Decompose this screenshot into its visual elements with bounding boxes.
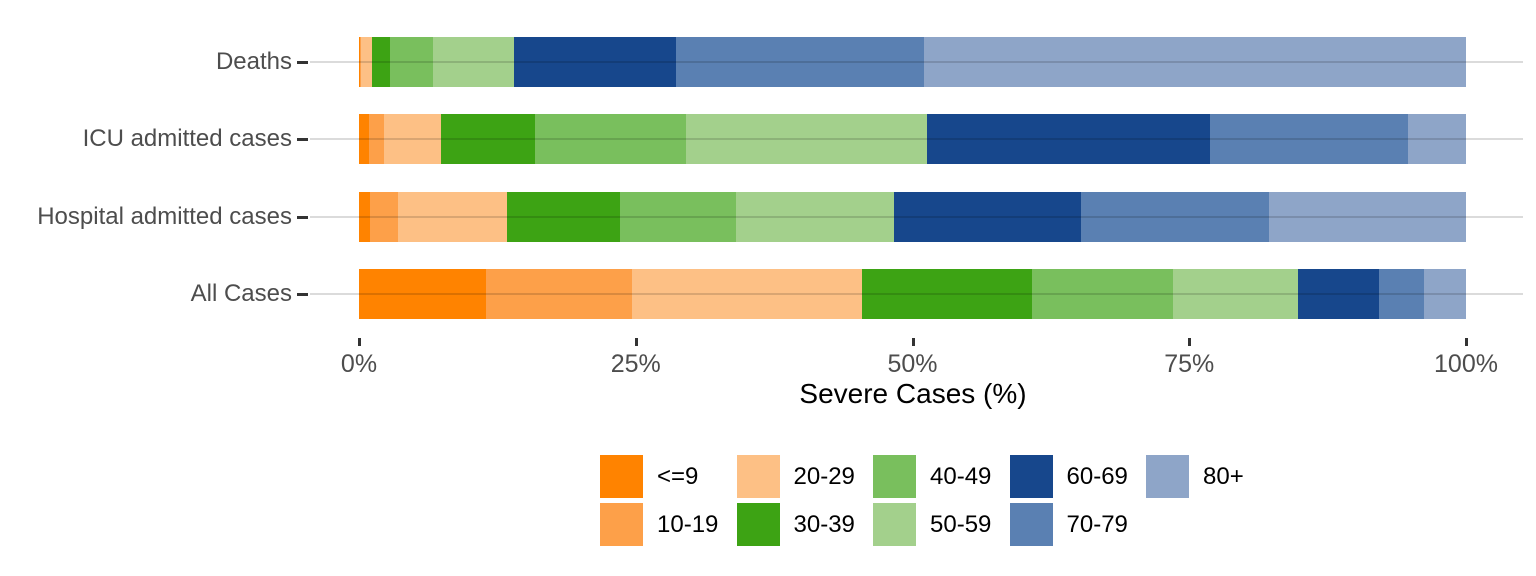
legend-swatch xyxy=(600,502,643,546)
legend-label: 20-29 xyxy=(793,463,855,490)
bar-segment xyxy=(893,192,1081,242)
bar-segment xyxy=(359,192,371,242)
legend-label: <=9 xyxy=(657,463,699,490)
x-axis-tick xyxy=(911,338,915,346)
bar-segment xyxy=(685,114,927,164)
gridline xyxy=(310,216,1523,218)
y-axis-label: ICU admitted cases xyxy=(82,125,292,152)
bar-segment xyxy=(433,37,514,87)
bar-segment xyxy=(507,192,621,242)
bar-segment xyxy=(1423,269,1466,319)
bar-segment xyxy=(440,114,535,164)
bar-segment xyxy=(486,269,633,319)
bar-segment xyxy=(1032,269,1173,319)
x-axis-tick xyxy=(358,338,361,346)
y-axis-tick xyxy=(297,216,308,219)
x-axis-tick-label: 100% xyxy=(1434,350,1498,378)
bar-segment xyxy=(360,37,362,87)
y-axis-tick xyxy=(297,293,308,296)
legend-label: 50-59 xyxy=(930,510,992,538)
bar-segment xyxy=(368,114,385,164)
bar-segment xyxy=(736,192,894,242)
y-axis-label: All Cases xyxy=(190,280,292,307)
legend-swatch xyxy=(600,455,643,498)
legend-label: 60-69 xyxy=(1066,463,1128,490)
gridline xyxy=(310,61,1523,63)
x-axis-title: Severe Cases (%) xyxy=(799,378,1027,409)
y-axis-tick xyxy=(297,61,308,64)
bar-segment xyxy=(513,37,676,87)
bar-segment xyxy=(359,114,369,164)
legend-swatch xyxy=(736,455,780,498)
bar-segment xyxy=(861,269,1033,319)
x-axis-tick-label: 0% xyxy=(340,350,378,378)
x-axis-tick-label: 25% xyxy=(610,350,661,378)
bar-segment xyxy=(535,114,686,164)
legend-swatch xyxy=(1009,502,1053,546)
bar-segment xyxy=(675,37,924,87)
legend-label: 70-79 xyxy=(1066,510,1128,538)
legend-swatch xyxy=(873,502,916,546)
legend-swatch xyxy=(1009,455,1053,498)
x-axis-tick-label: 75% xyxy=(1164,350,1215,378)
y-axis-label: Deaths xyxy=(215,48,292,75)
bar-segment xyxy=(1408,114,1466,164)
bar-segment xyxy=(1378,269,1424,319)
legend-label: 10-19 xyxy=(657,510,719,538)
x-axis-tick xyxy=(1188,338,1192,346)
bar-segment xyxy=(926,114,1211,164)
gridline xyxy=(310,293,1523,295)
y-axis-tick xyxy=(297,138,308,141)
bar-segment xyxy=(923,37,1466,87)
bar-segment xyxy=(370,192,398,242)
x-axis-tick-label: 50% xyxy=(887,350,938,378)
legend-swatch xyxy=(873,455,916,498)
bar-segment xyxy=(1210,114,1409,164)
x-axis-tick xyxy=(634,338,638,346)
gridline xyxy=(310,138,1523,140)
bar-segment xyxy=(372,37,390,87)
legend-label: 80+ xyxy=(1203,463,1244,490)
legend-swatch xyxy=(1146,455,1189,498)
bar-segment xyxy=(632,269,862,319)
bar-segment xyxy=(397,192,508,242)
bar-segment xyxy=(1268,192,1466,242)
bar-segment xyxy=(1297,269,1379,319)
bar-segment xyxy=(620,192,737,242)
bar-segment xyxy=(1172,269,1298,319)
bar-segment xyxy=(361,37,373,87)
bar-segment xyxy=(389,37,434,87)
legend-label: 40-49 xyxy=(930,463,992,490)
legend-label: 30-39 xyxy=(793,510,855,538)
legend-swatch xyxy=(736,502,780,546)
bar-segment xyxy=(384,114,441,164)
bar-segment xyxy=(359,269,487,319)
x-axis-tick xyxy=(1465,338,1468,346)
bar-segment xyxy=(359,37,361,87)
bar-segment xyxy=(1080,192,1269,242)
y-axis-label: Hospital admitted cases xyxy=(37,203,292,230)
